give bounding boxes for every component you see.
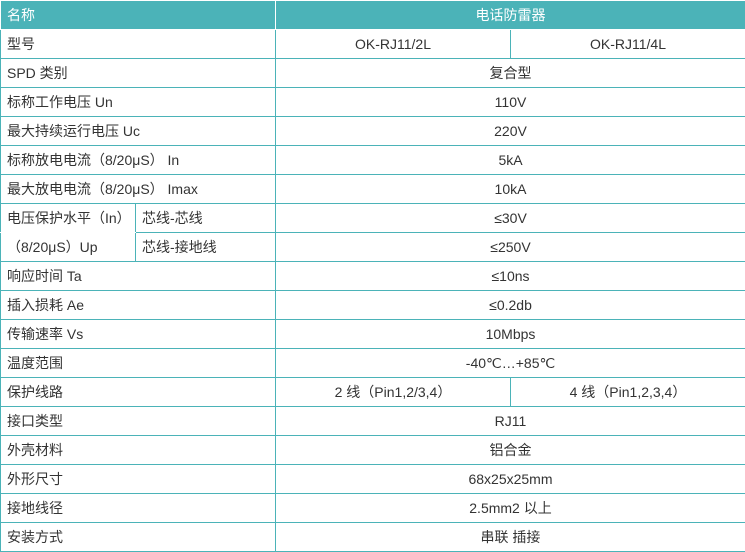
value-temp: -40℃…+85℃ (276, 349, 745, 378)
row-ae: 插入损耗 Ae ≤0.2db (1, 291, 745, 320)
label-spd: SPD 类别 (1, 59, 276, 88)
row-ta: 响应时间 Ta ≤10ns (1, 262, 745, 291)
label-imax: 最大放电电流（8/20μS） Imax (1, 175, 276, 204)
label-temp: 温度范围 (1, 349, 276, 378)
row-install: 安装方式 串联 插接 (1, 523, 745, 552)
label-model: 型号 (1, 30, 276, 59)
value-ae: ≤0.2db (276, 291, 745, 320)
spec-table: 名称 电话防雷器 型号 OK-RJ11/2L OK-RJ11/4L SPD 类别… (0, 0, 745, 552)
value-install: 串联 插接 (276, 523, 745, 552)
label-ground: 接地线径 (1, 494, 276, 523)
label-ta: 响应时间 Ta (1, 262, 276, 291)
row-up2: （8/20μS）Up 芯线-接地线 ≤250V (1, 233, 745, 262)
label-up-sub1: 芯线-芯线 (136, 204, 276, 233)
row-imax: 最大放电电流（8/20μS） Imax 10kA (1, 175, 745, 204)
label-size: 外形尺寸 (1, 465, 276, 494)
row-iface: 接口类型 RJ11 (1, 407, 745, 436)
label-protect: 保护线路 (1, 378, 276, 407)
value-size: 68x25x25mm (276, 465, 745, 494)
row-size: 外形尺寸 68x25x25mm (1, 465, 745, 494)
value-uc: 220V (276, 117, 745, 146)
value-model-left: OK-RJ11/2L (276, 30, 511, 59)
row-spd: SPD 类别 复合型 (1, 59, 745, 88)
value-up1: ≤30V (276, 204, 745, 233)
row-protect: 保护线路 2 线（Pin1,2/3,4） 4 线（Pin1,2,3,4） (1, 378, 745, 407)
label-un: 标称工作电压 Un (1, 88, 276, 117)
value-ground: 2.5mm2 以上 (276, 494, 745, 523)
value-material: 铝合金 (276, 436, 745, 465)
label-material: 外壳材料 (1, 436, 276, 465)
row-material: 外壳材料 铝合金 (1, 436, 745, 465)
value-imax: 10kA (276, 175, 745, 204)
value-in: 5kA (276, 146, 745, 175)
header-name-label: 名称 (1, 1, 276, 30)
label-ae: 插入损耗 Ae (1, 291, 276, 320)
row-in: 标称放电电流（8/20μS） In 5kA (1, 146, 745, 175)
row-up1: 电压保护水平（In） 芯线-芯线 ≤30V (1, 204, 745, 233)
label-up-line1: 电压保护水平（In） (1, 204, 136, 233)
row-un: 标称工作电压 Un 110V (1, 88, 745, 117)
value-up2: ≤250V (276, 233, 745, 262)
row-model: 型号 OK-RJ11/2L OK-RJ11/4L (1, 30, 745, 59)
value-iface: RJ11 (276, 407, 745, 436)
value-vs: 10Mbps (276, 320, 745, 349)
row-ground: 接地线径 2.5mm2 以上 (1, 494, 745, 523)
label-up-line2: （8/20μS）Up (1, 233, 136, 262)
value-protect-right: 4 线（Pin1,2,3,4） (511, 378, 745, 407)
label-iface: 接口类型 (1, 407, 276, 436)
header-product-name: 电话防雷器 (276, 1, 745, 30)
value-un: 110V (276, 88, 745, 117)
header-row: 名称 电话防雷器 (1, 1, 745, 30)
row-vs: 传输速率 Vs 10Mbps (1, 320, 745, 349)
row-temp: 温度范围 -40℃…+85℃ (1, 349, 745, 378)
label-up-sub2: 芯线-接地线 (136, 233, 276, 262)
value-ta: ≤10ns (276, 262, 745, 291)
value-spd: 复合型 (276, 59, 745, 88)
label-install: 安装方式 (1, 523, 276, 552)
label-in: 标称放电电流（8/20μS） In (1, 146, 276, 175)
row-uc: 最大持续运行电压 Uc 220V (1, 117, 745, 146)
value-protect-left: 2 线（Pin1,2/3,4） (276, 378, 511, 407)
label-vs: 传输速率 Vs (1, 320, 276, 349)
value-model-right: OK-RJ11/4L (511, 30, 745, 59)
label-uc: 最大持续运行电压 Uc (1, 117, 276, 146)
